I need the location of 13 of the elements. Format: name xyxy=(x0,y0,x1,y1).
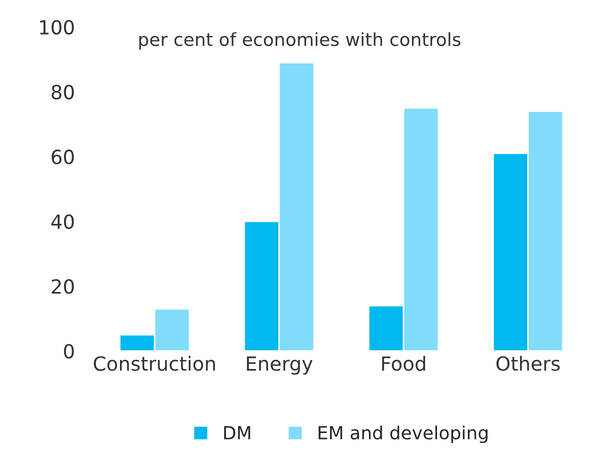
legend-label: DM xyxy=(224,426,250,440)
y-axis-title: per cent of economies with controls xyxy=(139,32,460,50)
legend-label: EM and developing xyxy=(318,426,488,444)
y-tick-label: 40 xyxy=(51,214,74,230)
y-tick-label: 20 xyxy=(52,279,74,294)
y-tick-label: 60 xyxy=(52,150,74,164)
y-tick-label: 100 xyxy=(40,20,74,35)
y-tick-label: 0 xyxy=(64,344,74,359)
x-tick-label: Others xyxy=(496,356,560,371)
x-tick-label: Construction xyxy=(94,356,215,371)
x-tick-label: Energy xyxy=(246,356,313,375)
x-tick-label: Food xyxy=(382,356,426,371)
y-tick-label: 80 xyxy=(52,84,74,100)
